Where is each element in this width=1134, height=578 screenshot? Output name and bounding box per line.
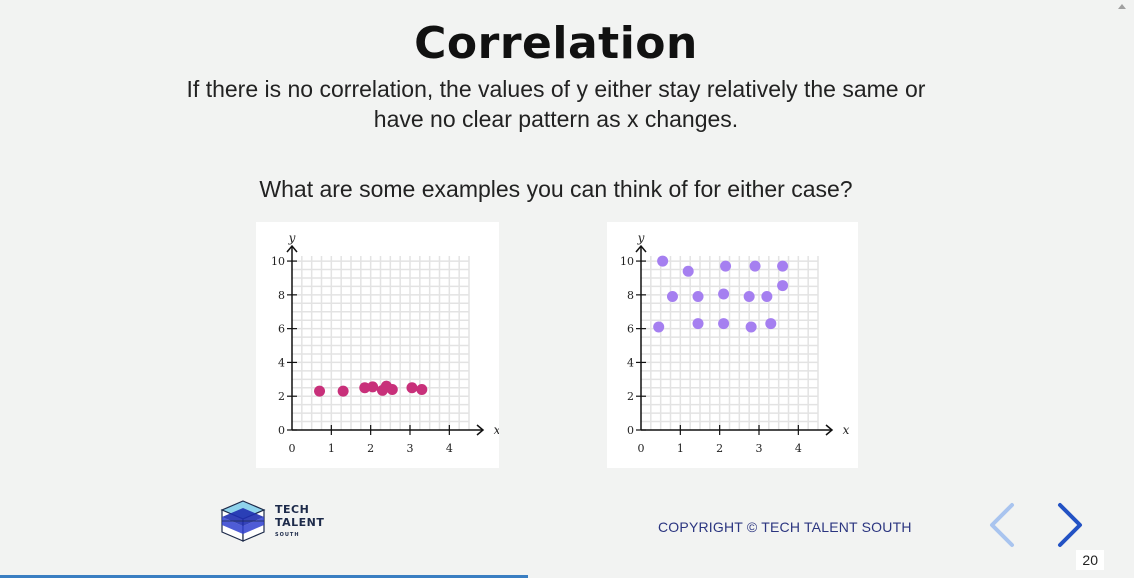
chevron-left-icon: [990, 503, 1014, 547]
right-chart-ytick-label: 10: [620, 255, 634, 268]
right-chart-point: [653, 321, 665, 333]
left-chart-grid: [292, 256, 470, 430]
right-chart-grid: [641, 256, 819, 430]
slide-progress-bar: [0, 575, 1112, 578]
logo-text-talent: TALENT: [275, 516, 325, 529]
right-chart-point: [749, 260, 761, 272]
right-chart-axes: [635, 244, 834, 436]
right-chart-point: [718, 318, 730, 330]
right-chart-ytick-label: 2: [627, 390, 634, 403]
right-chart-xtick-label: 0: [638, 442, 645, 455]
left-chart-ytick-label: 2: [278, 390, 285, 403]
right-chart-point: [720, 260, 732, 272]
slide-progress-fill: [0, 575, 529, 578]
right-chart-point: [692, 291, 704, 303]
right-chart-xtick-label: 1: [677, 442, 684, 455]
right-chart-xtick-label: 4: [795, 442, 802, 455]
chart-no-correlation-flat: 0 2 4 6 8 10 0 1 2 3 4 y x: [256, 222, 499, 468]
slide-question: What are some examples you can think of …: [259, 176, 853, 202]
left-chart-ytick-label: 0: [278, 424, 285, 437]
left-chart-point: [314, 385, 326, 397]
right-chart-point: [761, 291, 773, 303]
slide-title: Correlation: [414, 18, 698, 69]
right-chart-xtick-label: 2: [716, 442, 723, 455]
right-chart-ytick-label: 6: [627, 323, 634, 336]
left-chart-xtick-label: 4: [446, 442, 453, 455]
logo-text-south: SOUTH: [275, 532, 300, 538]
right-chart-point: [692, 318, 704, 330]
chevron-right-icon: [1058, 503, 1082, 547]
slide-subtitle: If there is no correlation, the values o…: [186, 76, 926, 132]
right-chart-xlabel: x: [843, 423, 850, 437]
right-chart-ytick-label: 8: [627, 289, 634, 302]
left-chart-point: [406, 382, 418, 394]
chart-no-correlation-random: 0 2 4 6 8 10 0 1 2 3 4 y x: [607, 222, 858, 468]
right-chart-point: [777, 260, 789, 272]
cube-logo-icon: [220, 500, 266, 542]
left-chart-ytick-label: 4: [278, 356, 285, 369]
right-chart-point: [743, 291, 755, 303]
scrollbar[interactable]: [1112, 0, 1134, 578]
right-chart-point: [657, 255, 669, 267]
previous-slide-button[interactable]: [986, 501, 1018, 549]
left-chart-xtick-label: 0: [289, 442, 296, 455]
left-chart-ytick-label: 10: [271, 255, 285, 268]
right-chart-ylabel: y: [637, 231, 645, 245]
scroll-up-arrow-icon[interactable]: [1118, 4, 1126, 9]
right-chart-ytick-label: 4: [627, 356, 634, 369]
left-chart-point: [386, 383, 398, 395]
right-chart-point: [777, 280, 789, 292]
left-chart-xtick-label: 2: [367, 442, 374, 455]
left-chart-ytick-label: 6: [278, 323, 285, 336]
left-chart-xtick-label: 3: [407, 442, 414, 455]
left-chart-xtick-label: 1: [328, 442, 335, 455]
scatter-plot-right: 0 2 4 6 8 10 0 1 2 3 4 y x: [620, 231, 850, 455]
scatter-plot-left: 0 2 4 6 8 10 0 1 2 3 4 y x: [271, 231, 499, 455]
left-chart-point: [416, 383, 428, 395]
left-chart-axes: [286, 244, 485, 436]
right-chart-xtick-label: 3: [756, 442, 763, 455]
left-chart-point: [337, 385, 349, 397]
next-slide-button[interactable]: [1054, 501, 1086, 549]
tech-talent-south-logo: TECH TALENT SOUTH: [218, 499, 338, 543]
right-chart-point: [745, 321, 757, 333]
logo-text-tech: TECH: [275, 503, 310, 516]
left-chart-ytick-label: 8: [278, 289, 285, 302]
left-chart-xlabel: x: [494, 423, 499, 437]
page-number: 20: [1076, 550, 1104, 570]
right-chart-ytick-label: 0: [627, 424, 634, 437]
copyright-text: COPYRIGHT © TECH TALENT SOUTH: [658, 519, 912, 535]
right-chart-point: [666, 291, 678, 303]
right-chart-point: [718, 288, 730, 300]
left-chart-point: [367, 381, 379, 393]
right-chart-point: [765, 318, 777, 330]
right-chart-point: [682, 265, 694, 277]
left-chart-ylabel: y: [288, 231, 296, 245]
